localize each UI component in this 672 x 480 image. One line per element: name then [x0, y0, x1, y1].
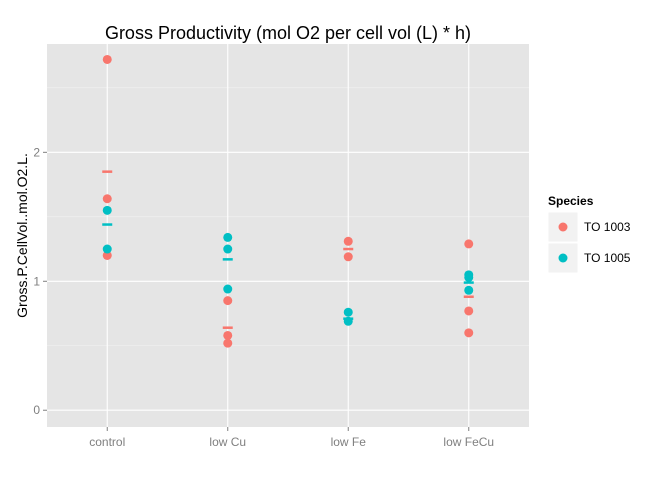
data-point [223, 296, 233, 306]
plot-panel [47, 44, 529, 427]
grid [47, 44, 529, 427]
data-point [102, 205, 112, 215]
legend-label: TO 1005 [584, 251, 631, 265]
data-point [223, 232, 233, 242]
data-point [223, 330, 233, 340]
legend-title: Species [548, 194, 594, 208]
data-point [223, 244, 233, 254]
y-tick-label: 0 [33, 403, 40, 417]
data-point [343, 307, 353, 317]
x-axis: control low Cu low Fe low FeCu [89, 427, 494, 449]
data-point [102, 194, 112, 204]
x-tick-label: low FeCu [443, 435, 494, 449]
data-point [102, 244, 112, 254]
data-point [223, 338, 233, 348]
y-axis: 0 1 2 [33, 145, 47, 417]
data-point [102, 250, 112, 260]
legend-marker [558, 222, 568, 232]
data-point [343, 252, 353, 262]
y-axis-title: Gross.P.CellVol..mol.O2.L. [14, 153, 30, 318]
legend: Species TO 1003 TO 1005 [547, 194, 631, 274]
y-tick-label: 2 [33, 145, 40, 159]
legend-marker [558, 253, 568, 263]
data-point [464, 285, 474, 295]
data-point [343, 236, 353, 246]
data-point [464, 272, 474, 282]
data-point [223, 284, 233, 294]
y-tick-label: 1 [33, 274, 40, 288]
data-points [102, 54, 474, 348]
data-point [343, 316, 353, 326]
x-tick-label: control [89, 435, 125, 449]
x-tick-label: low Cu [209, 435, 246, 449]
chart-title: Gross Productivity (mol O2 per cell vol … [105, 23, 471, 43]
x-tick-label: low Fe [331, 435, 367, 449]
data-point [464, 239, 474, 249]
data-point [102, 54, 112, 64]
legend-key [547, 242, 579, 274]
legend-label: TO 1003 [584, 220, 631, 234]
data-point [464, 306, 474, 316]
data-point [464, 328, 474, 338]
